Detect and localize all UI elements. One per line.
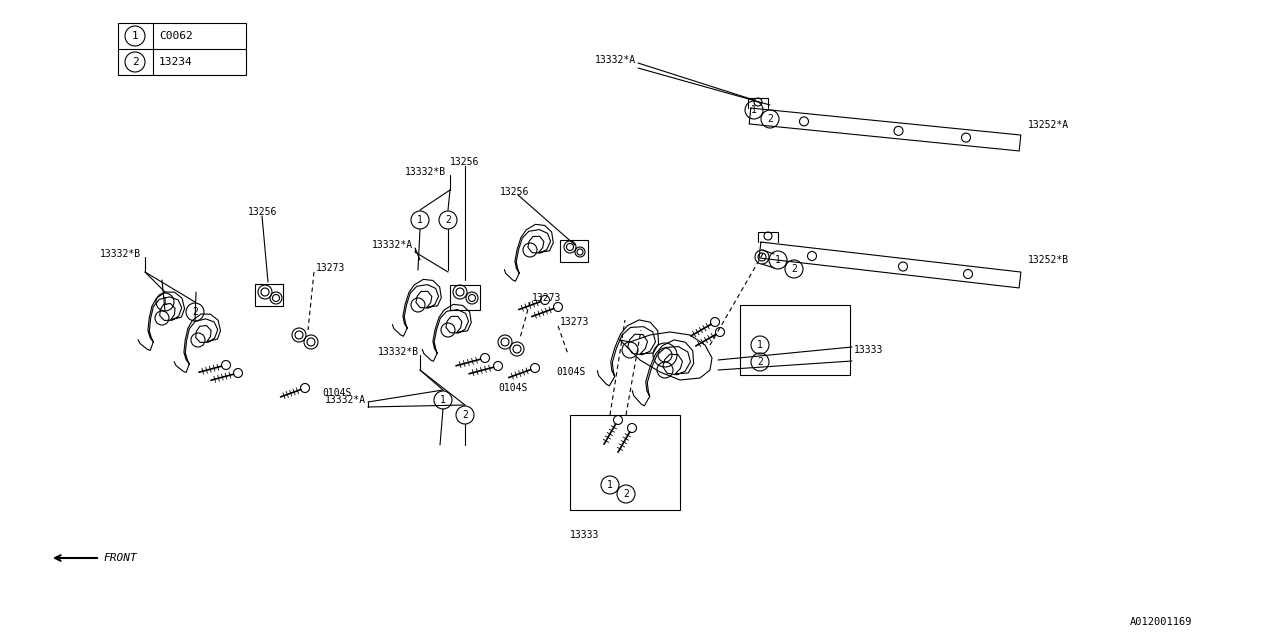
Text: 2: 2 [767,114,773,124]
Bar [561,240,588,262]
Bar [255,284,283,306]
Text: 13256: 13256 [451,157,480,167]
Text: 2: 2 [791,264,797,274]
Text: 2: 2 [462,410,468,420]
Text: 13332*B: 13332*B [100,249,141,259]
Text: 0104S: 0104S [323,388,352,398]
Text: 1: 1 [440,395,445,405]
Text: 2: 2 [756,357,763,367]
Text: C0062: C0062 [159,31,193,41]
Text: 1: 1 [132,31,138,41]
Text: 13252*B: 13252*B [1028,255,1069,265]
Text: 13273: 13273 [316,263,346,273]
Bar [451,285,480,310]
Text: 1: 1 [417,215,422,225]
Text: 1: 1 [163,297,168,307]
Text: 1: 1 [751,105,756,115]
Text: 0104S: 0104S [498,383,527,393]
Text: 13332*A: 13332*A [372,240,413,250]
Text: A012001169: A012001169 [1130,617,1193,627]
Text: 13273: 13273 [561,317,589,327]
Text: 13332*A: 13332*A [325,395,366,405]
Text: FRONT: FRONT [102,553,137,563]
Bar [740,305,850,375]
Text: 13332*B: 13332*B [404,167,447,177]
Text: 2: 2 [445,215,451,225]
Text: 1: 1 [776,255,781,265]
Text: 13256: 13256 [248,207,278,217]
Bar [570,415,680,510]
Text: 13332*B: 13332*B [378,347,419,357]
Text: 13273: 13273 [532,293,562,303]
Text: 0104S: 0104S [556,367,585,377]
Text: 13332*A: 13332*A [595,55,636,65]
Text: 13333: 13333 [571,530,600,540]
Text: 1: 1 [607,480,613,490]
Text: 2: 2 [192,307,198,317]
Text: 13333: 13333 [854,345,883,355]
Text: 13256: 13256 [500,187,530,197]
Text: 13252*A: 13252*A [1028,120,1069,129]
Bar [118,23,246,75]
Text: 1: 1 [756,340,763,350]
Text: 2: 2 [132,57,138,67]
Text: 13234: 13234 [159,57,193,67]
Text: 2: 2 [623,489,628,499]
